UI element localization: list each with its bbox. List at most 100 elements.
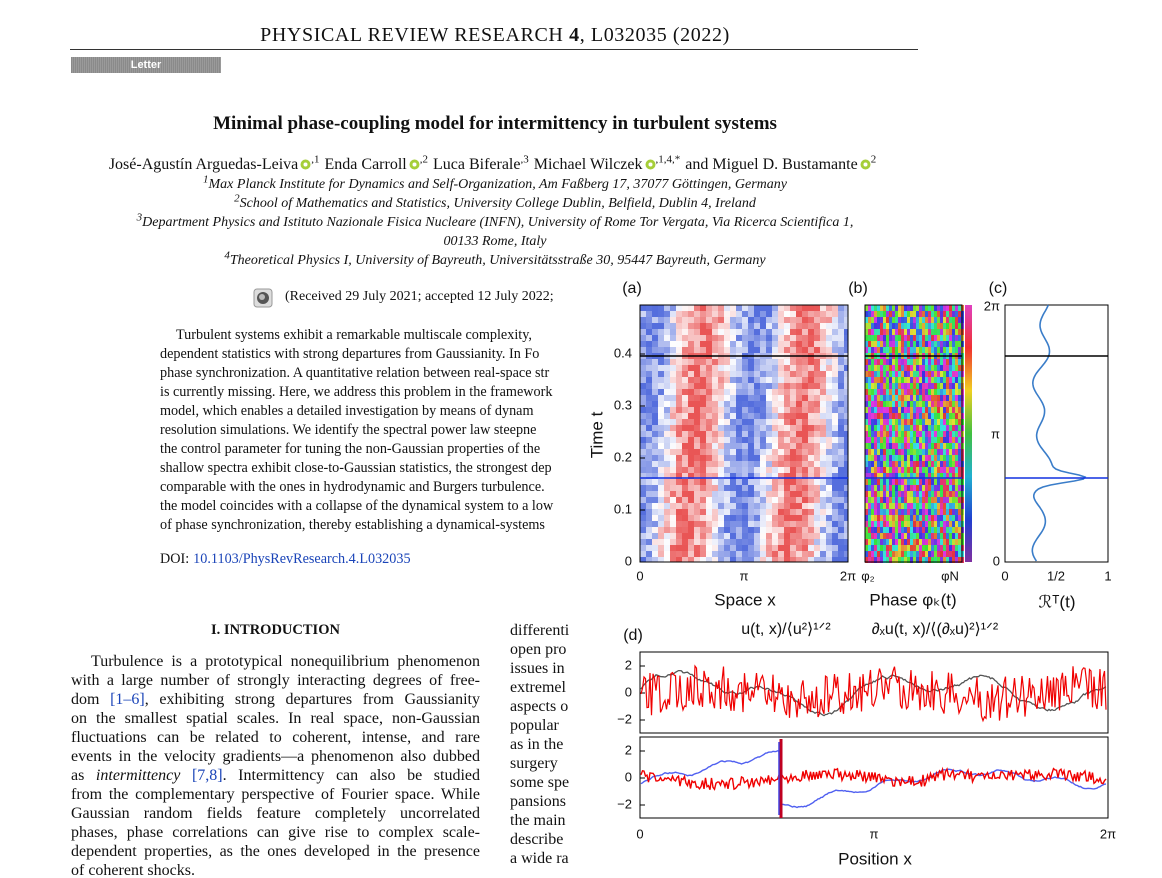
heatmap-cell <box>754 455 760 461</box>
phase-cell <box>898 443 901 449</box>
phase-cell <box>952 407 955 413</box>
heatmap-cell <box>652 317 658 323</box>
phase-cell <box>871 377 874 383</box>
orcid-icon[interactable] <box>409 159 420 170</box>
phase-cell <box>934 425 937 431</box>
phase-cell <box>883 491 886 497</box>
phase-cell <box>952 413 955 419</box>
phase-cell <box>922 317 925 323</box>
heatmap-cell <box>706 449 712 455</box>
heatmap-cell <box>742 533 748 539</box>
phase-cell <box>952 533 955 539</box>
phase-cell <box>928 419 931 425</box>
phase-cell <box>910 395 913 401</box>
heatmap-cell <box>676 545 682 551</box>
phase-cell <box>883 395 886 401</box>
phase-cell <box>868 359 871 365</box>
phase-cell <box>871 383 874 389</box>
panel-frame <box>1004 304 1109 563</box>
phase-cell <box>901 419 904 425</box>
x-tick-label: φN <box>941 568 959 583</box>
orcid-icon[interactable] <box>645 159 656 170</box>
orcid-icon[interactable] <box>300 159 311 170</box>
phase-cell <box>889 389 892 395</box>
heatmap-cell <box>796 515 802 521</box>
heatmap-cell <box>712 461 718 467</box>
phase-cell <box>904 533 907 539</box>
heatmap-cell <box>820 335 826 341</box>
phase-cell <box>934 335 937 341</box>
heatmap-cell <box>676 533 682 539</box>
heatmap-cell <box>760 395 766 401</box>
heatmap-cell <box>670 533 676 539</box>
heatmap-cell <box>766 533 772 539</box>
phase-cell <box>886 395 889 401</box>
phase-cell <box>871 335 874 341</box>
phase-cell <box>913 305 916 311</box>
phase-cell <box>868 395 871 401</box>
heatmap-cell <box>646 485 652 491</box>
heatmap-cell <box>748 317 754 323</box>
phase-cell <box>898 491 901 497</box>
heatmap-cell <box>790 341 796 347</box>
phase-cell <box>943 383 946 389</box>
phase-cell <box>901 329 904 335</box>
phase-cell <box>934 383 937 389</box>
phase-cell <box>913 437 916 443</box>
heatmap-cell <box>760 509 766 515</box>
heatmap-cell <box>784 491 790 497</box>
heatmap-cell <box>748 509 754 515</box>
phase-cell <box>892 521 895 527</box>
heatmap-cell <box>718 413 724 419</box>
heatmap-cell <box>712 341 718 347</box>
phase-cell <box>889 503 892 509</box>
phase-cell <box>880 395 883 401</box>
phase-cell <box>922 545 925 551</box>
heatmap-cell <box>724 515 730 521</box>
phase-cell <box>928 305 931 311</box>
heatmap-cell <box>766 359 772 365</box>
heatmap-cell <box>682 449 688 455</box>
heatmap-cell <box>790 425 796 431</box>
heatmap-cell <box>664 365 670 371</box>
heatmap-cell <box>796 341 802 347</box>
phase-cell <box>925 497 928 503</box>
phase-cell <box>910 533 913 539</box>
phase-cell <box>934 431 937 437</box>
heatmap-cell <box>682 539 688 545</box>
phase-cell <box>940 509 943 515</box>
heatmap-cell <box>706 431 712 437</box>
paragraph-line: with a large number of strongly interact… <box>71 671 480 690</box>
abstract-line: shallow spectra exhibit close-to-Gaussia… <box>160 460 552 476</box>
heatmap-cell <box>754 323 760 329</box>
phase-cell <box>922 335 925 341</box>
phase-cell <box>910 341 913 347</box>
heatmap-cell <box>652 449 658 455</box>
orcid-icon[interactable] <box>860 159 871 170</box>
heatmap-cell <box>658 383 664 389</box>
doi-link[interactable]: 10.1103/PhysRevResearch.4.L032035 <box>193 551 411 567</box>
heatmap-cell <box>784 347 790 353</box>
text: . Intermittency can also be studied <box>222 767 481 784</box>
check-icon[interactable] <box>253 288 273 308</box>
heatmap-cell <box>724 497 730 503</box>
heatmap-cell <box>826 425 832 431</box>
abstract-line: comparable with the ones in hydrodynamic… <box>160 479 545 495</box>
heatmap-cell <box>724 383 730 389</box>
phase-cell <box>931 449 934 455</box>
phase-cell <box>910 371 913 377</box>
phase-cell <box>880 377 883 383</box>
x-tick-label: 0 <box>636 568 643 583</box>
heatmap-cell <box>778 329 784 335</box>
phase-cell <box>955 533 958 539</box>
heatmap-cell <box>742 461 748 467</box>
phase-cell <box>937 479 940 485</box>
heatmap-cell <box>832 341 838 347</box>
phase-cell <box>955 419 958 425</box>
phase-cell <box>922 371 925 377</box>
phase-cell <box>946 527 949 533</box>
heatmap-cell <box>664 323 670 329</box>
heatmap-cell <box>664 479 670 485</box>
heatmap-cell <box>700 461 706 467</box>
heatmap-cell <box>730 383 736 389</box>
